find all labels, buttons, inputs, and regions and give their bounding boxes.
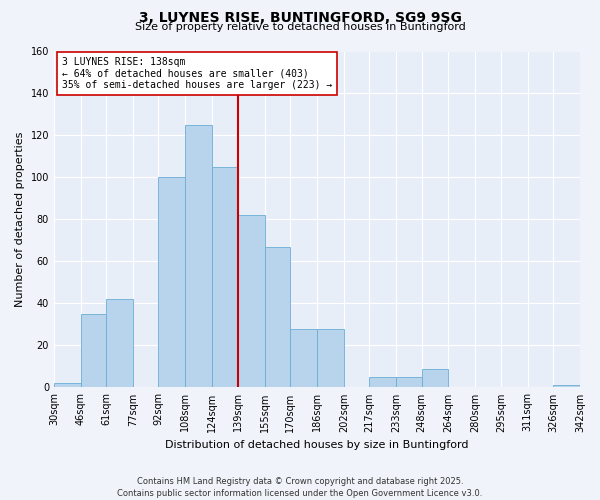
Text: 3, LUYNES RISE, BUNTINGFORD, SG9 9SG: 3, LUYNES RISE, BUNTINGFORD, SG9 9SG bbox=[139, 11, 461, 25]
Text: 3 LUYNES RISE: 138sqm
← 64% of detached houses are smaller (403)
35% of semi-det: 3 LUYNES RISE: 138sqm ← 64% of detached … bbox=[62, 56, 332, 90]
Text: Contains HM Land Registry data © Crown copyright and database right 2025.
Contai: Contains HM Land Registry data © Crown c… bbox=[118, 476, 482, 498]
Bar bbox=[158, 178, 185, 388]
X-axis label: Distribution of detached houses by size in Buntingford: Distribution of detached houses by size … bbox=[165, 440, 469, 450]
Bar bbox=[81, 314, 106, 388]
Bar bbox=[396, 377, 422, 388]
Y-axis label: Number of detached properties: Number of detached properties bbox=[15, 132, 25, 307]
Bar bbox=[422, 368, 448, 388]
Bar bbox=[369, 377, 396, 388]
Bar bbox=[54, 383, 81, 388]
Text: Size of property relative to detached houses in Buntingford: Size of property relative to detached ho… bbox=[134, 22, 466, 32]
Bar bbox=[212, 167, 238, 388]
Bar bbox=[185, 125, 212, 388]
Bar bbox=[290, 328, 317, 388]
Bar bbox=[265, 247, 290, 388]
Bar bbox=[553, 386, 580, 388]
Bar bbox=[317, 328, 344, 388]
Bar bbox=[106, 299, 133, 388]
Bar bbox=[238, 216, 265, 388]
